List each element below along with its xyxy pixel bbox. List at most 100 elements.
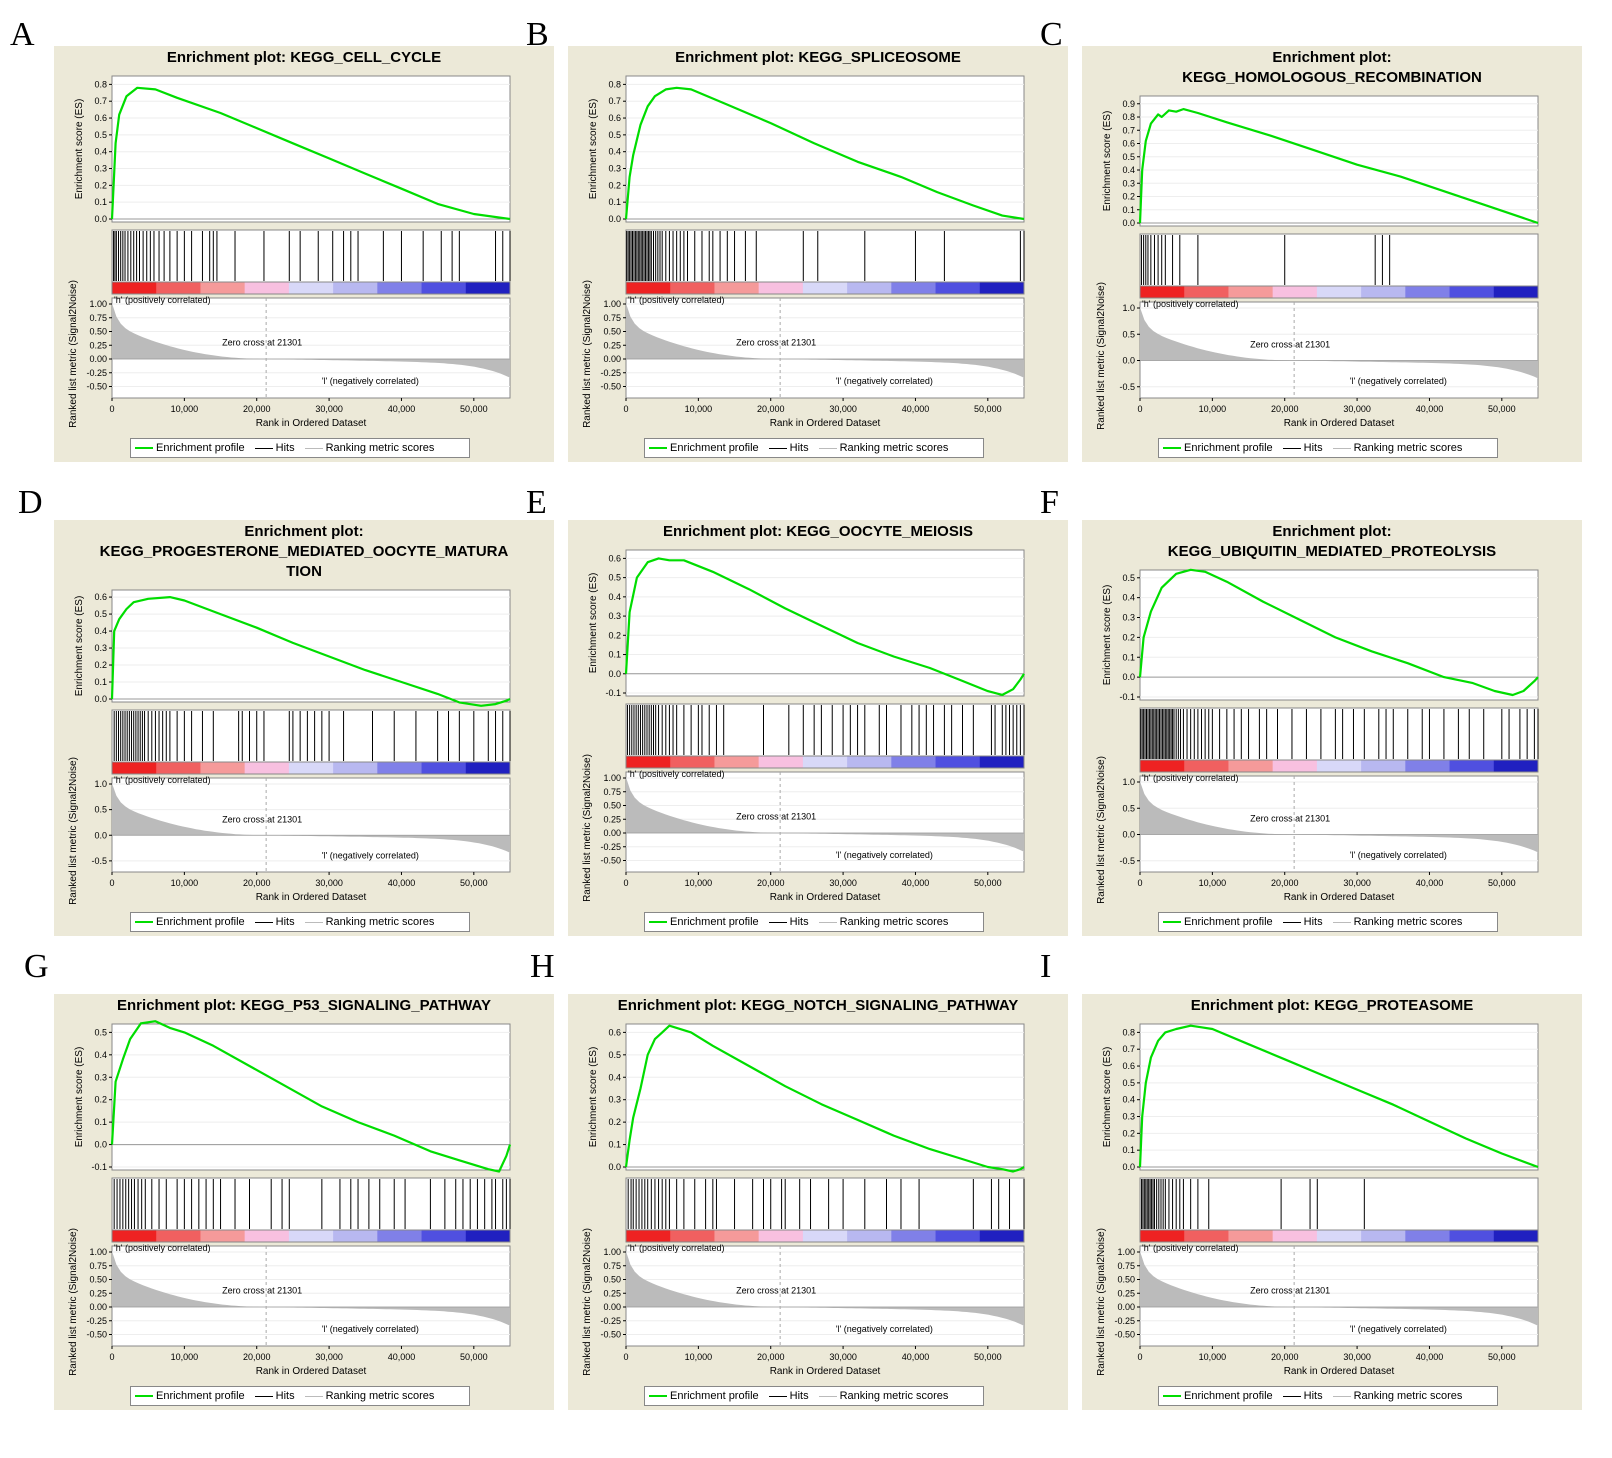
zero-cross-label: Zero cross at 21301 [736, 811, 816, 821]
rank-tick-label: -0.50 [1114, 1330, 1135, 1340]
enrichment-profile-line [110, 1020, 512, 1173]
x-tick-label: 30,000 [829, 878, 857, 888]
heat-bar-frame [111, 281, 511, 295]
legend: Enrichment profile Hits Ranking metric sco… [1158, 912, 1498, 932]
plot-area: -0.1 0.0 0.1 0.2 0.3 0.4 0.5 Enrichment score (… [1096, 568, 1539, 904]
heat-bar-frame [1139, 1229, 1539, 1243]
rank-tick-label: -0.5 [91, 856, 107, 866]
legend-item: Enrichment profile [649, 1390, 759, 1402]
heat-bar-segment [1316, 1230, 1362, 1242]
legend-item: Enrichment profile [1163, 1390, 1273, 1402]
legend-item: Ranking metric scores [304, 442, 434, 454]
negatively-correlated-label: 'l' (negatively correlated) [836, 1324, 933, 1334]
heat-bar-frame [625, 755, 1025, 769]
x-tick-label: 0 [109, 878, 114, 888]
x-tick-label: 0 [1137, 878, 1142, 888]
rank-tick-label: 1.00 [603, 773, 621, 783]
heat-bar-segment [714, 1230, 760, 1242]
plot-title: Enrichment plot: KEGG_CELL_CYCLE [166, 49, 442, 66]
es-tick-label: 0.8 [1122, 1027, 1135, 1037]
panel-letter: B [526, 16, 549, 53]
plot-title: KEGG_PROGESTERONE_MEDIATED_OOCYTE_MATURA [99, 543, 509, 560]
legend-item: Ranking metric scores [1332, 1390, 1462, 1402]
x-tick-label: 0 [623, 1352, 628, 1362]
positively-correlated-label: 'h' (positively correlated) [114, 1243, 210, 1253]
rank-axis-label: Ranked list metric (Signal2Noise) [582, 1228, 593, 1376]
rank-tick-label: 0.0 [94, 830, 107, 840]
rank-plot-bg [1139, 1245, 1539, 1347]
enrichment-profile-line [1138, 568, 1539, 697]
es-tick-label: 0.5 [1122, 573, 1135, 583]
x-tick-label: 10,000 [1199, 878, 1227, 888]
es-plot-bg [1139, 1023, 1539, 1171]
zero-cross-label: Zero cross at 21301 [222, 337, 302, 347]
enrichment-profile-swatch [1163, 1395, 1181, 1398]
negatively-correlated-label: 'l' (negatively correlated) [836, 850, 933, 860]
rank-plot-bg [111, 1245, 511, 1347]
es-plot-bg [625, 549, 1025, 697]
es-axis-label: Enrichment score (ES) [74, 99, 85, 200]
legend-label: Enrichment profile [156, 916, 245, 928]
heat-bar-segment [333, 282, 378, 294]
plot-title: Enrichment plot: KEGG_P53_SIGNALING_PATH… [117, 997, 491, 1014]
rank-tick-label: 0.5 [1122, 329, 1135, 339]
rank-tick-label: 0.25 [89, 1288, 107, 1298]
hits-swatch [768, 921, 787, 923]
zero-cross-label: Zero cross at 21301 [736, 1285, 816, 1295]
heat-bar-segment [1405, 286, 1451, 298]
rank-tick-label: 0.00 [89, 354, 107, 364]
zero-cross-label: Zero cross at 21301 [736, 337, 816, 347]
es-tick-label: 0.6 [94, 592, 107, 602]
zero-cross-label: Zero cross at 21301 [1250, 339, 1330, 349]
rank-axis-label: Ranked list metric (Signal2Noise) [1096, 756, 1107, 904]
es-tick-label: 0.0 [94, 694, 107, 704]
es-axis-label: Enrichment score (ES) [588, 573, 599, 674]
enrichment-profile-line [110, 86, 511, 221]
hits-swatch [254, 1395, 273, 1397]
panel-letter: E [526, 484, 547, 521]
heat-bar-segment [421, 762, 467, 774]
heat-bar-segment [1361, 760, 1406, 772]
legend-label: Ranking metric scores [325, 916, 435, 928]
legend-label: Enrichment profile [670, 916, 759, 928]
heat-bar-segment [156, 282, 201, 294]
heat-bar-segment [847, 756, 892, 768]
heat-bar-segment [377, 1230, 423, 1242]
x-tick-label: 40,000 [388, 404, 416, 414]
rank-axis-label: Ranked list metric (Signal2Noise) [582, 280, 593, 428]
x-tick-label: 10,000 [171, 878, 199, 888]
hits-bg [1139, 707, 1539, 761]
zero-cross-label: Zero cross at 21301 [1250, 813, 1330, 823]
legend-item: Enrichment profile [649, 916, 759, 928]
x-tick-label: 10,000 [1199, 404, 1227, 414]
ranking-metric-swatch [304, 1395, 323, 1397]
hits-bg [1139, 233, 1539, 287]
enrichment-profile-line [624, 1024, 1025, 1173]
rank-tick-label: -0.50 [600, 382, 621, 392]
es-tick-label: 0.1 [94, 1117, 107, 1127]
es-plot-bg [111, 75, 511, 223]
x-axis-label: Rank in Ordered Dataset [1284, 418, 1395, 429]
legend: Enrichment profile Hits Ranking metric sco… [130, 1386, 470, 1406]
legend-item: Ranking metric scores [818, 1390, 948, 1402]
es-tick-label: 0.3 [94, 1072, 107, 1082]
rank-tick-label: 1.0 [94, 779, 107, 789]
x-axis-label: Rank in Ordered Dataset [256, 1366, 367, 1377]
panel-letter: H [530, 948, 555, 985]
x-tick-label: 40,000 [902, 878, 930, 888]
heat-bar-segment [891, 756, 937, 768]
es-tick-label: 0.1 [1122, 1145, 1135, 1155]
plot-title: KEGG_HOMOLOGOUS_RECOMBINATION [1182, 69, 1482, 86]
es-plot-bg [1139, 95, 1539, 227]
rank-tick-label: 1.00 [1117, 1247, 1135, 1257]
rank-tick-label: -0.5 [1119, 856, 1135, 866]
es-tick-label: 0.1 [94, 677, 107, 687]
plot-title: Enrichment plot: KEGG_PROTEASOME [1190, 997, 1474, 1014]
x-tick-label: 30,000 [829, 1352, 857, 1362]
positively-correlated-label: 'h' (positively correlated) [1142, 299, 1238, 309]
plot-title: TION [286, 563, 322, 580]
x-tick-label: 0 [623, 878, 628, 888]
ranking-metric-swatch [818, 447, 837, 449]
rank-tick-label: -0.25 [600, 368, 621, 378]
